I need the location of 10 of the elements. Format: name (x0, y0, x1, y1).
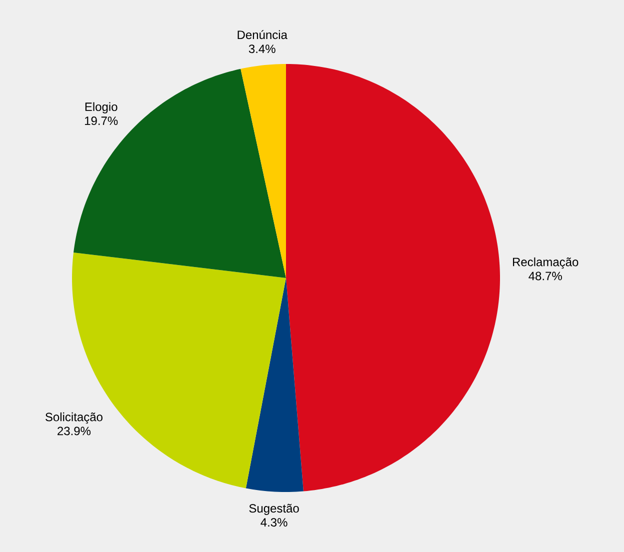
slice-label: Denúncia (238, 30, 288, 40)
data-label: 3.4% (248, 44, 276, 54)
slice-label: Reclamação (513, 257, 578, 269)
data-label: 19.7% (85, 116, 118, 126)
data-label: 23.9% (58, 426, 91, 436)
slice-label: Solicitação (46, 412, 102, 424)
data-label: 4.3% (260, 518, 288, 527)
slice-label: Elogio (85, 102, 118, 114)
data-label: 48.7% (528, 272, 562, 280)
slice-label: Sugestão (249, 504, 299, 515)
